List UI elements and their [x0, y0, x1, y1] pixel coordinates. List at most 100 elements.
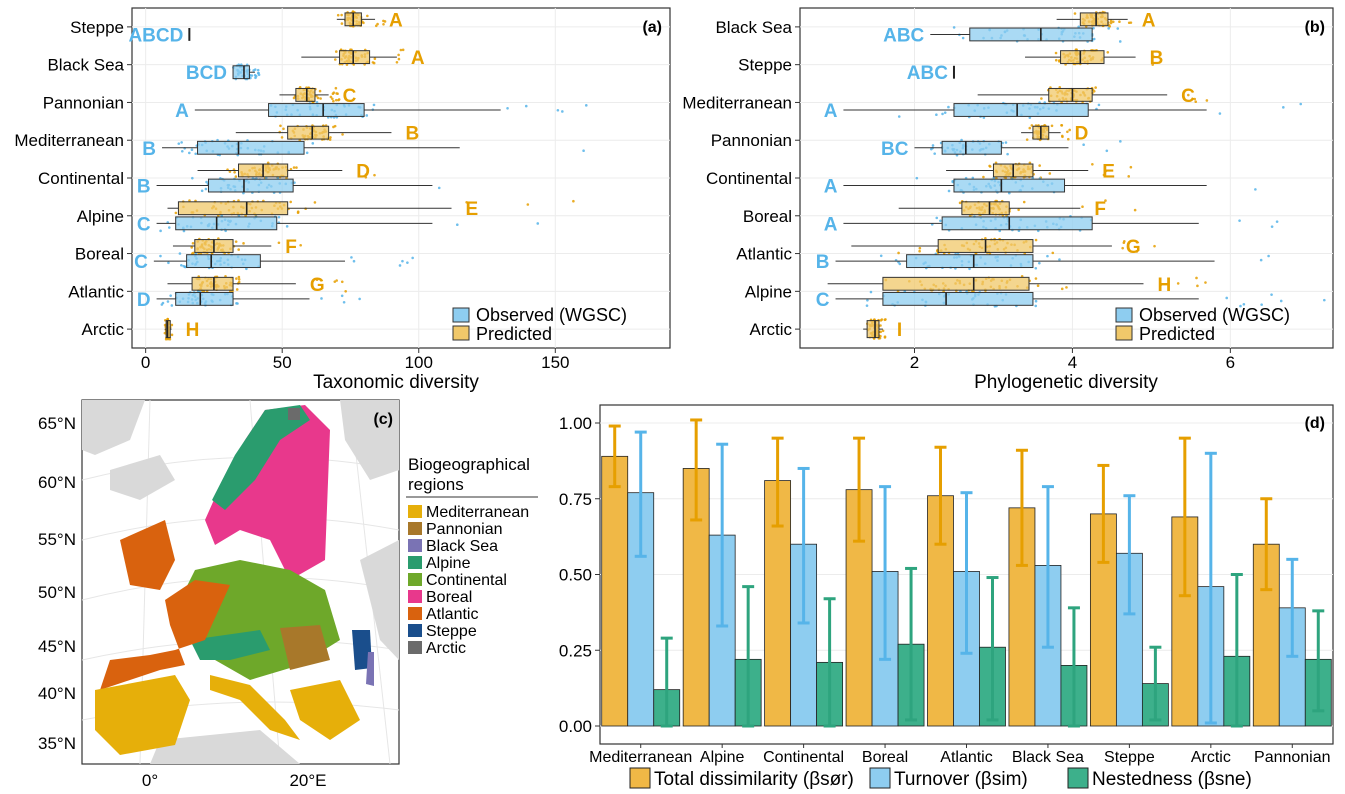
predicted-group-letter: C	[343, 86, 357, 107]
predicted-point	[233, 170, 236, 174]
predicted-point	[242, 242, 245, 245]
predicted-point	[1194, 100, 1198, 104]
predicted-point	[319, 97, 322, 100]
observed-group-letter: D	[137, 290, 151, 311]
y-tick-label: Mediterranean	[682, 93, 792, 112]
map-legend-swatch	[408, 539, 422, 552]
predicted-point	[1205, 99, 1209, 102]
legend-observed-swatch	[452, 307, 470, 323]
predicted-point	[340, 22, 344, 25]
legend-observed-label: Observed (WGSC)	[1139, 305, 1290, 325]
predicted-point	[237, 275, 241, 279]
observed-point	[1299, 102, 1303, 106]
panel-a-legend: Observed (WGSC) Predicted	[452, 305, 627, 344]
observed-group-letter: C	[816, 290, 830, 311]
observed-point	[584, 104, 588, 107]
observed-point	[170, 304, 174, 307]
map-legend-swatch	[408, 590, 422, 603]
observed-box	[175, 216, 278, 231]
observed-point	[166, 300, 170, 303]
observed-point	[245, 267, 248, 271]
predicted-point	[1060, 287, 1064, 291]
predicted-point	[329, 95, 333, 99]
map-legend-label: Black Sea	[426, 538, 498, 555]
observed-box	[882, 291, 1034, 306]
predicted-point	[331, 92, 335, 96]
observed-point	[951, 180, 955, 184]
y-tick-label: 1.00	[559, 414, 592, 433]
observed-point	[167, 261, 170, 265]
observed-group-letter: ABC	[907, 63, 948, 84]
predicted-point	[351, 10, 355, 13]
predicted-point	[1127, 175, 1131, 178]
observed-group-letter: C	[134, 252, 148, 273]
predicted-point	[333, 58, 337, 61]
predicted-point	[333, 124, 337, 128]
observed-point	[159, 254, 162, 258]
predicted-point	[988, 164, 991, 168]
observed-point	[939, 219, 942, 223]
predicted-point	[1061, 135, 1064, 139]
predicted-point	[918, 249, 921, 253]
region-arctic	[288, 408, 300, 420]
observed-point	[342, 300, 346, 304]
x-tick-label: 150	[541, 353, 569, 372]
bar	[601, 455, 629, 727]
region-boreal	[205, 405, 330, 580]
map-legend-swatch	[408, 607, 422, 620]
observed-box	[268, 103, 365, 117]
map-legend-swatch	[408, 522, 422, 535]
observed-point	[1116, 27, 1120, 30]
observed-point	[1038, 261, 1041, 265]
observed-point	[340, 294, 344, 298]
y-tick-label: Atlantic	[68, 282, 124, 301]
map-legend-label: Arctic	[426, 640, 466, 657]
map-lat-label: 50°N	[38, 583, 76, 602]
observed-point	[285, 225, 289, 228]
predicted-point	[1123, 240, 1126, 243]
observed-point	[311, 142, 315, 145]
observed-point	[865, 304, 869, 307]
observed-point	[1225, 296, 1229, 300]
observed-point	[398, 264, 402, 267]
observed-point	[1107, 27, 1110, 30]
observed-point	[235, 302, 238, 305]
map-legend-label: Mediterranean	[426, 504, 529, 521]
predicted-group-letter: B	[405, 124, 419, 145]
y-tick-label: 0.50	[559, 566, 592, 585]
bar	[708, 534, 736, 727]
predicted-point	[282, 127, 285, 131]
observed-point	[1034, 299, 1038, 303]
observed-point	[935, 216, 939, 220]
map-legend-label: Continental	[426, 572, 507, 589]
y-tick-label: Continental	[38, 169, 124, 188]
y-tick-label: Black Sea	[47, 56, 124, 75]
predicted-point	[190, 246, 194, 249]
observed-point	[897, 115, 901, 118]
predicted-point	[1068, 128, 1071, 132]
observed-point	[947, 105, 950, 109]
observed-point	[1105, 149, 1109, 153]
predicted-group-letter: C	[1181, 86, 1195, 107]
predicted-point	[1066, 137, 1070, 141]
predicted-point	[1159, 283, 1162, 287]
observed-group-letter: BC	[881, 139, 909, 160]
observed-point	[200, 189, 204, 193]
predicted-point	[280, 136, 284, 139]
x-tick-label: 0	[141, 353, 150, 372]
predicted-point	[333, 280, 337, 283]
x-tick-label: Black Sea	[1012, 749, 1084, 766]
predicted-point	[382, 23, 385, 26]
predicted-group-letter: A	[411, 48, 425, 69]
observed-point	[1218, 112, 1222, 115]
map-lat-label: 40°N	[38, 684, 76, 703]
predicted-group-letter: F	[1094, 199, 1106, 220]
observed-point	[982, 116, 986, 119]
region-alpine-south	[190, 630, 270, 660]
observed-group-letter: B	[142, 139, 156, 160]
predicted-point	[337, 98, 341, 101]
predicted-point	[170, 333, 174, 337]
y-tick-label: 0.25	[559, 641, 592, 660]
predicted-point	[1118, 20, 1121, 24]
panel-d-plot	[601, 418, 1332, 728]
